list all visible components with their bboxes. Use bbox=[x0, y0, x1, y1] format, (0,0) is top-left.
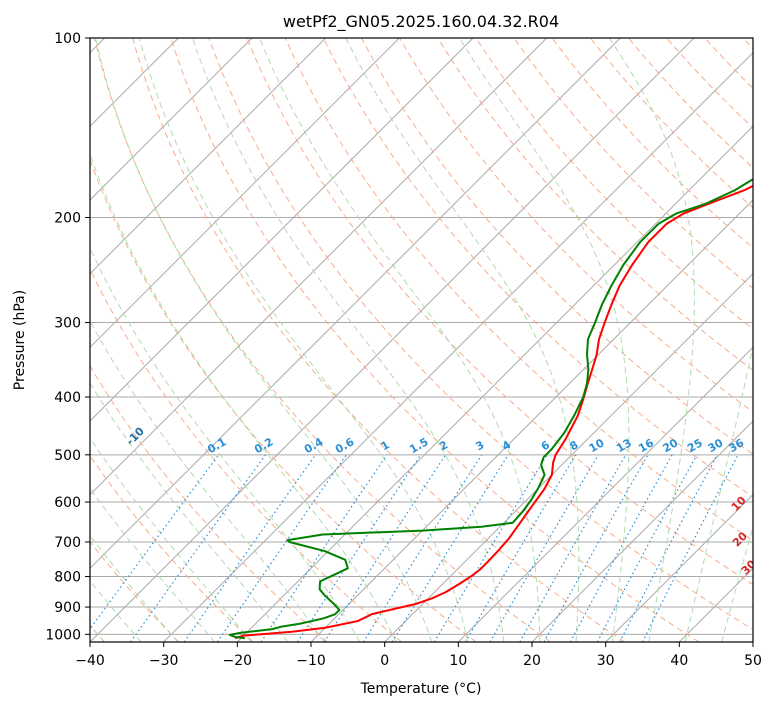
isotherm-line bbox=[90, 38, 548, 496]
dry-adiabat-line bbox=[513, 38, 753, 289]
isotherm-line bbox=[310, 199, 753, 642]
x-tick-label: 0 bbox=[380, 653, 389, 669]
dry-adiabat-line bbox=[284, 38, 753, 542]
dry-adiabat-line bbox=[170, 38, 700, 642]
dry-adiabat-line bbox=[475, 38, 753, 330]
y-tick-label: 500 bbox=[54, 448, 81, 464]
y-axis-label: Pressure (hPa) bbox=[12, 290, 28, 390]
isotherm-line bbox=[531, 420, 753, 642]
dry-adiabat-line bbox=[90, 158, 477, 642]
mixing-ratio-line bbox=[596, 454, 698, 642]
x-tick-label: 10 bbox=[449, 653, 467, 669]
mixing-ratio-line bbox=[619, 454, 718, 642]
isotherm-line bbox=[90, 38, 253, 201]
profile-series bbox=[228, 177, 753, 640]
moist-adiabat-line bbox=[90, 319, 325, 642]
y-tick-label: 300 bbox=[54, 316, 81, 332]
y-tick-label: 400 bbox=[54, 390, 81, 406]
x-tick-label: 30 bbox=[597, 653, 615, 669]
x-tick-label: −40 bbox=[75, 653, 105, 669]
moist-adiabat-line bbox=[90, 437, 252, 642]
dry-adiabat-line bbox=[322, 38, 753, 498]
dry-adiabat-line bbox=[90, 455, 254, 642]
x-axis-label: Temperature (°C) bbox=[360, 681, 482, 697]
isotherm-line bbox=[163, 51, 753, 642]
y-tick-label: 200 bbox=[54, 211, 81, 227]
mixing-ratio-line bbox=[90, 454, 220, 630]
moist-adiabat-line bbox=[95, 38, 433, 642]
y-tick-label: 800 bbox=[54, 570, 81, 586]
isotherm-line bbox=[457, 346, 753, 642]
isotherm-line bbox=[90, 38, 474, 422]
isotherm-line bbox=[236, 125, 753, 642]
moist-adiabat-line bbox=[90, 534, 179, 642]
dry-adiabat-line bbox=[90, 365, 328, 642]
moist-adiabat-line bbox=[90, 246, 361, 642]
axis-ticks: −40 −30 −20 −10 0 10 20 30 40 50 100 200 300 400 500 60… bbox=[45, 31, 762, 669]
isotherm-line bbox=[90, 38, 621, 570]
plot-frame bbox=[89, 37, 754, 643]
isotherm-line bbox=[90, 38, 327, 275]
moist-adiabat-line bbox=[608, 38, 695, 642]
moist-adiabat-line bbox=[684, 343, 753, 642]
background-grid bbox=[90, 38, 753, 642]
mixing-ratio-line bbox=[260, 454, 388, 642]
dewpoint-profile-line bbox=[228, 177, 753, 640]
x-tick-label: −20 bbox=[223, 653, 253, 669]
x-tick-label: −10 bbox=[296, 653, 326, 669]
mixing-ratio-line bbox=[323, 454, 447, 642]
mixing-ratio-line bbox=[130, 454, 267, 642]
y-tick-label: 100 bbox=[54, 31, 81, 47]
moist-adiabat-line bbox=[459, 38, 630, 642]
moist-adiabat-line bbox=[90, 382, 288, 642]
moist-adiabat-line bbox=[138, 38, 469, 642]
dry-adiabat-line bbox=[399, 38, 753, 413]
mixing-ratio-line bbox=[489, 454, 599, 642]
y-tick-label: 700 bbox=[54, 535, 81, 551]
mixing-ratio-line bbox=[391, 454, 509, 642]
x-tick-label: 50 bbox=[744, 653, 762, 669]
isotherm-line bbox=[90, 38, 400, 349]
temperature-profile-line bbox=[234, 184, 753, 640]
y-tick-label: 600 bbox=[54, 495, 81, 511]
moist-adiabat-line bbox=[192, 38, 505, 642]
isotherm-line bbox=[384, 272, 753, 642]
x-tick-label: −30 bbox=[149, 653, 179, 669]
moist-adiabat-line bbox=[721, 524, 753, 642]
moist-adiabat-line bbox=[90, 487, 216, 642]
moist-adiabat-line bbox=[259, 38, 541, 642]
mixing-ratio-line bbox=[216, 454, 347, 642]
isotherm-line bbox=[90, 38, 695, 642]
adiabat-lines bbox=[90, 38, 753, 642]
dry-adiabat-line bbox=[246, 38, 753, 586]
isotherm-line bbox=[605, 493, 753, 642]
chart-title: wetPf2_GN05.2025.160.04.32.R04 bbox=[283, 12, 559, 32]
mixing-ratio-line bbox=[296, 454, 422, 642]
moist-adiabat-line bbox=[345, 38, 580, 642]
y-tick-label: 900 bbox=[54, 600, 81, 616]
mixing-ratio-line bbox=[362, 454, 483, 642]
x-tick-label: 20 bbox=[523, 653, 541, 669]
mixing-ratio-line bbox=[642, 454, 739, 642]
mixing-ratio-lines bbox=[90, 454, 739, 642]
x-tick-label: 40 bbox=[670, 653, 688, 669]
dry-adiabat-line bbox=[437, 38, 753, 371]
y-tick-label: 1000 bbox=[45, 627, 81, 643]
dry-adiabat-line bbox=[361, 38, 753, 455]
moist-adiabat-line bbox=[90, 152, 397, 642]
moist-adiabat-line bbox=[90, 580, 142, 642]
dry-adiabat-line bbox=[208, 38, 753, 631]
mixing-ratio-line bbox=[183, 454, 317, 642]
